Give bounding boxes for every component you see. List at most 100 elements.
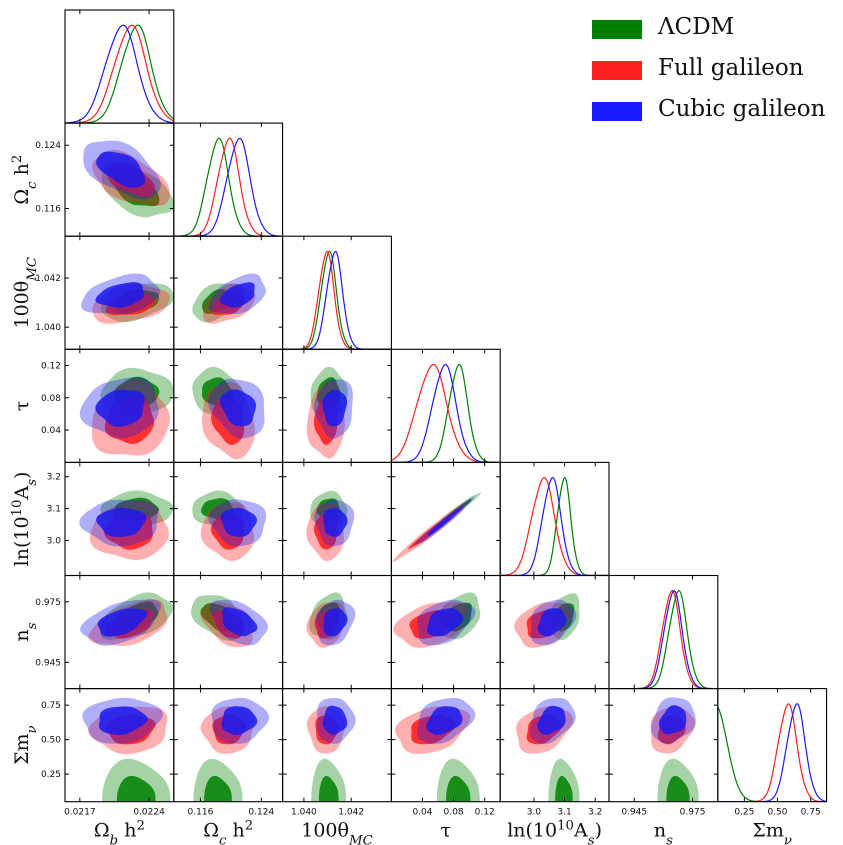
y-tick-label-3-2: 0.12 — [41, 361, 61, 371]
x-axis-label-4: ln(1010As) — [507, 818, 602, 845]
panel-3-2 — [306, 366, 353, 459]
panel-4-3 — [392, 492, 482, 562]
panel-1-0 — [83, 140, 174, 218]
legend-label-cubic-galileon: Cubic galileon — [658, 96, 826, 122]
x-tick-label-4-0: 3.0 — [527, 808, 542, 818]
y-axis-label-4: ln(1010As) — [10, 472, 40, 567]
y-tick-label-6-0: 0.25 — [41, 770, 61, 780]
marginal-curve-lcdm-5 — [609, 590, 718, 689]
panel-2-0 — [81, 273, 174, 324]
x-axis-label-6: Σmν — [752, 820, 792, 845]
x-tick-label-0-1: 0.0224 — [133, 808, 165, 818]
marginal-curve-cubic-galileon-3 — [391, 363, 501, 463]
contour-inner-cubic-galileon — [96, 507, 147, 537]
marginal-curve-full-galileon-1 — [173, 137, 283, 237]
marginal-curve-cubic-galileon-4 — [500, 476, 609, 576]
marginal-curve-full-galileon-4 — [500, 476, 609, 576]
panel-5-0 — [80, 592, 174, 646]
marginal-curve-full-galileon-3 — [391, 363, 501, 463]
x-tick-label-6-2: 0.75 — [801, 808, 821, 818]
contour-inner-lcdm — [446, 775, 471, 802]
contour-inner-cubic-galileon — [97, 608, 148, 637]
contour-inner-cubic-galileon — [426, 706, 463, 735]
contour-inner-cubic-galileon — [221, 706, 258, 735]
panel-frame-6-6 — [717, 688, 828, 803]
panel-3-1 — [192, 366, 265, 460]
y-axis-label-1: Ωc h2 — [10, 155, 40, 205]
marginal-curve-lcdm-0 — [65, 24, 174, 124]
legend-label-full-galileon: Full galileon — [658, 55, 804, 81]
y-tick-label-2-0: 1.040 — [35, 323, 61, 333]
panel-6-2 — [306, 698, 356, 802]
contour-inner-cubic-galileon — [322, 705, 348, 735]
y-axis-label-6: Σmν — [11, 725, 40, 765]
panel-4-2 — [306, 490, 355, 562]
contour-inner-lcdm — [318, 775, 339, 802]
panel-2-1 — [192, 273, 266, 324]
y-tick-label-5-0: 0.945 — [35, 658, 61, 668]
marginal-curve-lcdm-1 — [173, 137, 283, 237]
x-axis-label-1: Ωc h2 — [203, 818, 253, 845]
marginal-curve-cubic-galileon-2 — [282, 250, 392, 350]
marginal-curve-full-galileon-5 — [609, 590, 718, 689]
x-tick-label-2-1: 1.042 — [338, 808, 364, 818]
y-tick-label-3-0: 0.04 — [41, 426, 61, 436]
y-tick-label-1-1: 0.124 — [35, 141, 61, 151]
panel-6-4 — [516, 698, 580, 802]
contour-inner-cubic-galileon — [322, 389, 348, 427]
contour-inner-cubic-galileon — [96, 151, 146, 188]
y-axis-label-2: 100θMC — [11, 257, 40, 329]
y-axis-label-3: τ — [11, 401, 33, 412]
x-tick-label-4-1: 3.1 — [557, 808, 571, 818]
contour-inner-lcdm — [555, 775, 573, 802]
y-tick-label-4-0: 3.0 — [47, 536, 62, 546]
contour-inner-cubic-galileon — [95, 389, 145, 427]
panel-4-4 — [500, 476, 609, 576]
x-axis-label-3: τ — [441, 820, 452, 842]
x-tick-label-1-0: 0.116 — [188, 808, 214, 818]
panel-6-6 — [717, 703, 827, 802]
marginal-curve-cubic-galileon-5 — [609, 590, 718, 689]
panel-2-2 — [282, 250, 392, 350]
panel-5-4 — [514, 593, 580, 648]
x-tick-label-1-1: 0.124 — [248, 808, 274, 818]
contour-inner-lcdm — [204, 775, 232, 802]
x-tick-label-3-0: 0.04 — [412, 808, 432, 818]
marginal-curve-cubic-galileon-0 — [65, 24, 174, 124]
contour-inner-cubic-galileon — [95, 282, 145, 308]
panel-4-1 — [192, 490, 267, 561]
contour-inner-cubic-galileon — [323, 608, 348, 637]
contour-inner-cubic-galileon — [537, 608, 567, 637]
contour-inner-lcdm — [666, 775, 690, 802]
y-tick-label-6-1: 0.50 — [41, 736, 61, 746]
y-tick-label-4-2: 3.2 — [47, 473, 61, 483]
x-tick-label-3-2: 0.12 — [475, 808, 495, 818]
marginal-curve-full-galileon-0 — [65, 24, 174, 124]
panel-1-1 — [173, 137, 283, 237]
marginal-curve-lcdm-3 — [391, 363, 501, 463]
y-tick-label-4-1: 3.1 — [47, 505, 61, 515]
marginal-curve-cubic-galileon-1 — [173, 137, 283, 237]
x-axis-label-5: ns — [654, 820, 673, 845]
x-axis-label-2: 100θMC — [301, 820, 373, 845]
marginal-curve-lcdm-2 — [282, 250, 392, 350]
x-tick-label-0-0: 0.0217 — [64, 808, 96, 818]
panel-3-0 — [79, 367, 174, 456]
y-tick-label-5-1: 0.975 — [35, 598, 61, 608]
legend-swatch-cubic-galileon — [592, 102, 642, 121]
contour-inner-cubic-galileon — [427, 608, 464, 637]
marginal-curve-full-galileon-6 — [717, 703, 827, 802]
contour-inner-cubic-galileon — [323, 507, 348, 537]
panel-5-2 — [306, 592, 356, 648]
contour-inner-cubic-galileon — [220, 507, 257, 537]
contour-inner-cubic-galileon — [220, 389, 257, 427]
legend-label-lcdm: ΛCDM — [658, 14, 735, 40]
contour-inner-lcdm — [116, 775, 156, 802]
y-axis-label-5: ns — [11, 622, 40, 641]
contour-inner-cubic-galileon — [99, 706, 148, 735]
panel-6-3 — [395, 697, 480, 802]
contour-inner-cubic-galileon — [537, 705, 566, 735]
y-tick-label-2-1: 1.042 — [35, 274, 61, 284]
y-tick-label-1-0: 0.116 — [35, 205, 61, 215]
